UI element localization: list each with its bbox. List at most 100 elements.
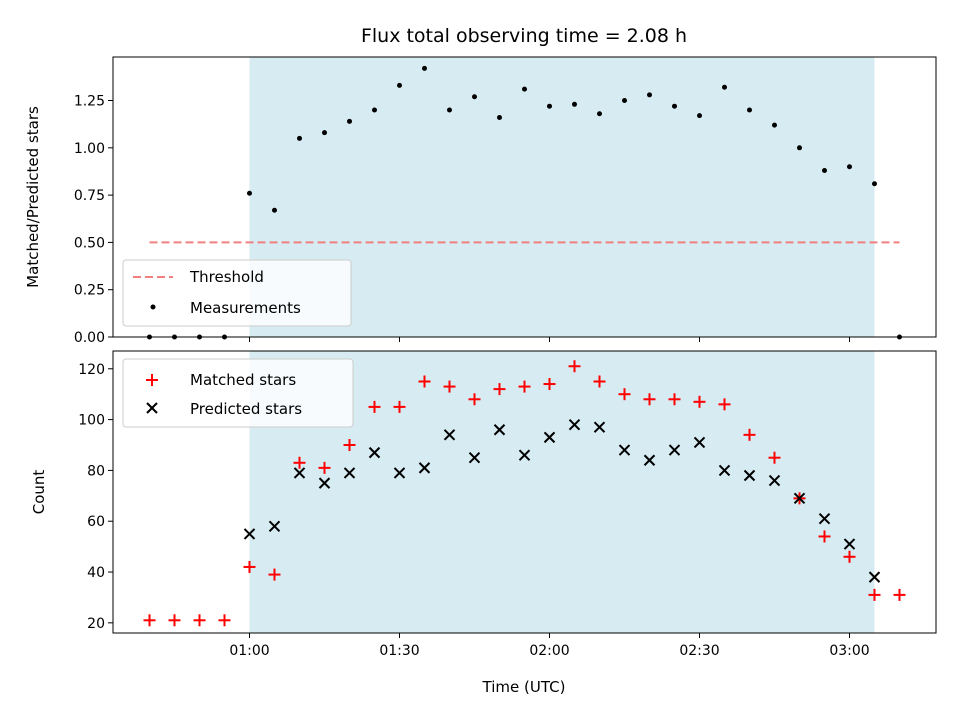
legend-predicted-label: Predicted stars bbox=[190, 400, 302, 418]
measurement-point bbox=[347, 118, 352, 124]
matched-star-point bbox=[693, 395, 706, 408]
predicted-star-point bbox=[418, 462, 431, 474]
matched-star-point bbox=[143, 614, 156, 627]
matched-star-point bbox=[893, 588, 906, 601]
top-y-ticks: 0.00 0.25 0.50 0.75 1.00 1.25 bbox=[74, 94, 113, 346]
bottom-x-tick-label: 03:00 bbox=[829, 643, 869, 659]
top-y-tick-label: 1.00 bbox=[74, 141, 105, 157]
matched-star-point bbox=[443, 380, 456, 393]
measurement-point bbox=[297, 135, 302, 141]
bottom-y-tick-label: 20 bbox=[87, 616, 105, 632]
matched-star-point bbox=[843, 550, 856, 563]
measurement-point bbox=[522, 86, 527, 92]
bottom-observing-window-shade bbox=[249, 351, 875, 633]
predicted-star-point bbox=[393, 467, 406, 479]
measurement-point bbox=[372, 107, 377, 113]
predicted-star-point bbox=[468, 451, 481, 464]
matched-star-point bbox=[768, 451, 781, 464]
predicted-star-point bbox=[543, 431, 556, 444]
bottom-x-tick-label: 01:30 bbox=[379, 643, 419, 659]
matched-star-point bbox=[218, 614, 231, 627]
matched-star-point bbox=[193, 614, 206, 627]
bottom-x-tick-label: 02:30 bbox=[679, 643, 719, 659]
predicted-star-point bbox=[493, 424, 506, 436]
measurement-points bbox=[147, 65, 902, 340]
measurement-point bbox=[397, 82, 402, 88]
measurement-point bbox=[822, 168, 827, 174]
measurement-point bbox=[772, 122, 777, 128]
matched-star-point bbox=[318, 461, 331, 474]
legend-measurements-label: Measurements bbox=[190, 299, 301, 317]
predicted-star-point bbox=[718, 464, 731, 477]
matched-star-point bbox=[643, 393, 656, 406]
top-y-tick-label: 1.25 bbox=[74, 94, 105, 110]
predicted-star-point bbox=[618, 444, 631, 456]
measurement-point bbox=[672, 103, 677, 109]
matched-star-point bbox=[493, 383, 506, 396]
legend-predicted-swatch bbox=[146, 402, 158, 414]
top-y-tick-label: 0.75 bbox=[74, 188, 105, 204]
predicted-star-point bbox=[743, 469, 756, 482]
measurement-point bbox=[472, 94, 477, 100]
predicted-star-point bbox=[243, 528, 256, 540]
matched-star-point bbox=[168, 614, 181, 627]
matched-star-point bbox=[543, 378, 556, 391]
matched-star-point bbox=[718, 398, 731, 411]
predicted-star-point bbox=[793, 492, 806, 505]
top-panel: 0.00 0.25 0.50 0.75 1.00 1.25 Matched/Predict… bbox=[24, 56, 937, 346]
top-axes-frame bbox=[112, 56, 937, 338]
bottom-x-tick-label: 02:00 bbox=[529, 643, 569, 659]
bottom-y-ticks: 20 40 60 80 100 120 bbox=[78, 362, 113, 632]
top-y-tick-label: 0.00 bbox=[74, 330, 105, 346]
measurement-point bbox=[747, 107, 752, 113]
legend-measurements-swatch bbox=[150, 304, 156, 310]
bottom-y-tick-label: 60 bbox=[87, 514, 105, 530]
predicted-star-point bbox=[293, 467, 306, 479]
predicted-star-point bbox=[368, 446, 381, 459]
bottom-y-axis-label: Count bbox=[30, 470, 48, 515]
predicted-star-point bbox=[568, 418, 581, 431]
predicted-star-point bbox=[343, 467, 356, 479]
bottom-axes-frame bbox=[112, 350, 937, 634]
measurement-point bbox=[572, 101, 577, 107]
bottom-x-ticks: 01:00 01:30 02:00 02:30 03:00 bbox=[229, 633, 870, 659]
matched-star-point bbox=[568, 360, 581, 373]
top-x-ticks bbox=[249, 337, 850, 342]
top-legend: Threshold Measurements bbox=[122, 259, 352, 327]
bottom-y-tick-label: 40 bbox=[87, 565, 105, 581]
matched-star-points bbox=[143, 360, 906, 627]
legend-matched-swatch bbox=[146, 374, 158, 386]
measurement-point bbox=[247, 190, 252, 196]
predicted-star-point bbox=[768, 474, 781, 487]
measurement-point bbox=[447, 107, 452, 113]
matched-star-point bbox=[468, 393, 481, 406]
matched-star-point bbox=[368, 400, 381, 413]
predicted-star-point bbox=[668, 444, 681, 456]
predicted-star-point bbox=[643, 454, 656, 466]
measurement-point bbox=[647, 92, 652, 98]
matched-star-point bbox=[518, 380, 531, 393]
matched-star-point bbox=[618, 388, 631, 401]
measurement-point bbox=[797, 145, 802, 151]
matched-star-point bbox=[268, 568, 281, 581]
matched-star-point bbox=[818, 530, 831, 543]
measurement-point bbox=[872, 181, 877, 187]
top-y-tick-label: 0.50 bbox=[74, 235, 105, 251]
matched-star-point bbox=[343, 439, 356, 451]
matched-star-point bbox=[868, 588, 881, 601]
measurement-point bbox=[597, 111, 602, 117]
bottom-y-tick-label: 120 bbox=[78, 362, 105, 378]
matched-star-point bbox=[743, 428, 756, 441]
measurement-point bbox=[622, 98, 627, 104]
legend-threshold-label: Threshold bbox=[189, 268, 264, 286]
matched-star-point bbox=[393, 400, 406, 413]
measurement-point bbox=[322, 130, 327, 136]
legend-matched-label: Matched stars bbox=[190, 371, 296, 389]
measurement-point bbox=[697, 113, 702, 119]
measurement-point bbox=[497, 115, 502, 121]
predicted-star-point bbox=[693, 436, 706, 449]
predicted-star-point bbox=[843, 538, 856, 550]
bottom-y-tick-label: 80 bbox=[87, 463, 105, 479]
matched-star-point bbox=[593, 375, 606, 388]
